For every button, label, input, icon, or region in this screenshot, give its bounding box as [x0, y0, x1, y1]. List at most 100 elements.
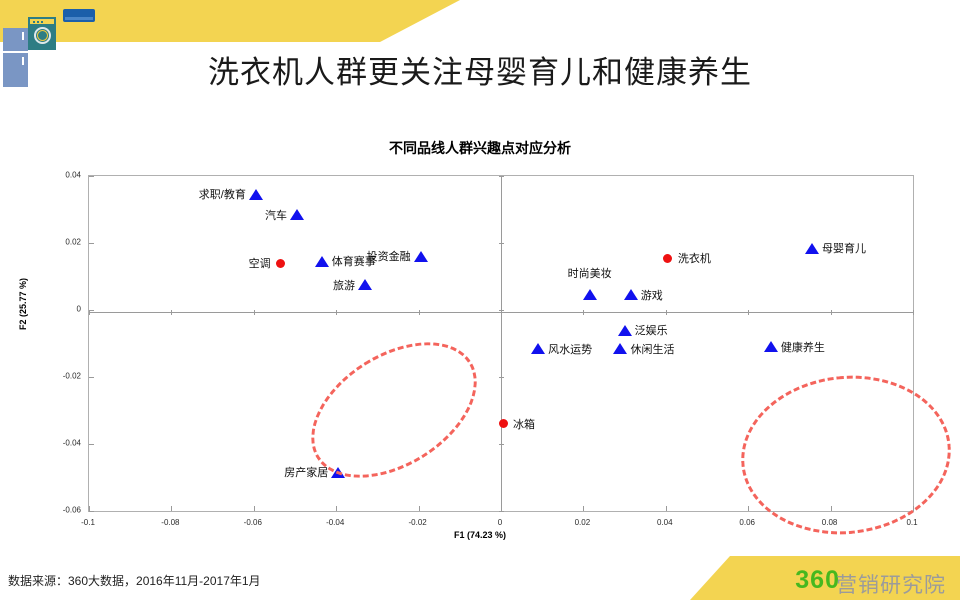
y-axis-title: F2 (25.77 %): [18, 277, 28, 330]
x-tick-bottom: [830, 506, 832, 511]
data-point-marker: [763, 341, 778, 353]
y-tick: [499, 444, 504, 445]
x-tick-label: -0.08: [161, 518, 180, 527]
x-tick: [501, 310, 502, 315]
x-tick-bottom: [336, 506, 338, 511]
x-tick: [253, 310, 255, 315]
data-point-label: 健康养生: [780, 341, 825, 354]
x-tick-label: 0.1: [906, 518, 918, 527]
y-tick-label: 0.02: [65, 237, 81, 247]
x-tick: [336, 310, 338, 315]
data-point-marker: [623, 289, 638, 301]
washer-drum-icon: [34, 27, 51, 44]
data-point-marker: [613, 343, 628, 355]
fridge-handle-icon: [22, 32, 24, 40]
highlight-ellipse-right: [733, 365, 959, 545]
data-point-marker: [617, 324, 632, 336]
data-point-marker: [331, 466, 346, 478]
data-point-label: 泛娱乐: [634, 325, 668, 338]
y-tick: [499, 310, 504, 311]
air-conditioner-icon: [63, 9, 95, 22]
x-tick-bottom: [253, 506, 255, 511]
data-point-marker: [413, 250, 428, 262]
data-point-label: 汽车: [265, 209, 288, 222]
data-point-label: 空调: [248, 258, 271, 271]
y-tick-label: -0.06: [62, 505, 81, 515]
data-point-marker: [531, 343, 546, 355]
y-tick-left: [89, 310, 94, 311]
x-tick-bottom: [171, 506, 173, 511]
y-tick: [499, 243, 504, 244]
x-tick-label: 0.06: [739, 518, 755, 527]
x-tick-bottom: [665, 506, 667, 511]
logo-360-text: 360: [795, 566, 840, 594]
x-tick-label: 0.08: [821, 518, 838, 527]
washing-machine-icon: [28, 17, 56, 50]
x-tick-label: -0.02: [408, 518, 427, 527]
washer-panel: [30, 19, 54, 24]
data-point-label: 休闲生活: [630, 343, 675, 356]
data-point-label: 旅游: [333, 279, 356, 292]
x-tick-label: 0.02: [574, 518, 591, 527]
x-tick: [913, 310, 914, 315]
data-point-marker: [276, 258, 286, 268]
vertical-zero-axis: [501, 176, 502, 511]
y-tick-label: -0.02: [62, 371, 81, 381]
data-point-label: 体育赛事: [331, 256, 376, 269]
x-tick: [583, 310, 585, 315]
data-point-marker: [663, 253, 673, 263]
washer-dots-icon: [33, 21, 43, 23]
washer-drum-inner-icon: [37, 30, 48, 41]
chart-title: 不同品线人群兴趣点对应分析: [389, 140, 571, 156]
x-tick: [89, 310, 90, 315]
x-tick-label: 0: [497, 518, 503, 527]
x-tick-label: -0.06: [243, 518, 262, 527]
x-tick-bottom: [913, 506, 914, 511]
x-tick: [171, 310, 173, 315]
y-tick: [499, 377, 504, 378]
data-point-label: 风水运势: [548, 343, 593, 356]
y-tick-label: 0.04: [65, 170, 81, 180]
x-tick-label: 0.04: [657, 518, 673, 527]
x-tick: [665, 310, 667, 315]
y-tick-left: [89, 511, 94, 512]
scatter-plot-area: 求职/教育 汽车 体育赛事 投资金融 旅游 时尚美妆 游戏 泛娱乐 休闲生活 风水运势 健康养生 母婴…: [88, 175, 959, 545]
page-title: 洗衣机人群更关注母婴育儿和健康养生: [208, 55, 752, 90]
x-tick-bottom: [418, 506, 420, 511]
source-note: 数据来源：360大数据，2016年11月-2017年1月: [8, 574, 261, 588]
ac-vent-icon: [65, 17, 93, 20]
refrigerator-lower-icon: [3, 53, 28, 87]
y-tick-left: [89, 243, 94, 244]
y-tick-label: 0: [76, 304, 81, 314]
y-tick: [499, 176, 504, 177]
y-tick-left: [89, 176, 94, 177]
data-point-marker: [805, 242, 820, 254]
x-tick-label: -0.04: [326, 518, 345, 527]
x-axis-title: F1 (74.23 %): [453, 530, 507, 540]
y-tick: [499, 511, 504, 512]
data-point-marker: [314, 255, 329, 267]
logo-brand-text: 营销研究院: [836, 574, 946, 597]
x-tick-bottom: [748, 506, 750, 511]
data-point-label: 房产家居: [284, 467, 329, 480]
data-point-marker: [358, 279, 373, 291]
fridge-lower-handle-icon: [22, 57, 24, 65]
y-tick-label: -0.04: [62, 438, 81, 448]
data-point-label: 求职/教育: [198, 189, 246, 202]
x-tick-bottom: [89, 506, 90, 511]
x-tick: [830, 310, 832, 315]
data-point-marker: [248, 188, 263, 200]
data-point-label: 时尚美妆: [567, 267, 612, 280]
y-tick-left: [89, 377, 94, 378]
y-tick-left: [89, 444, 94, 445]
data-point-label: 母婴育儿: [822, 243, 867, 256]
x-tick-bottom: [583, 506, 585, 511]
data-point-marker: [290, 209, 305, 221]
x-tick-bottom: [501, 506, 502, 511]
data-point-label: 洗衣机: [677, 253, 711, 266]
data-point-marker: [582, 289, 597, 301]
data-point-label: 投资金融: [366, 251, 411, 264]
logo-band: [690, 556, 960, 600]
x-tick: [418, 310, 420, 315]
refrigerator-icon: [3, 28, 28, 51]
